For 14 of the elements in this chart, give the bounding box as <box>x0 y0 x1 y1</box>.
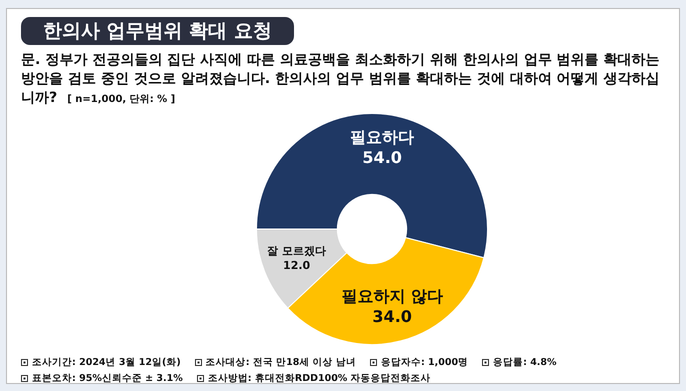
slice-label: 필요하다 <box>350 127 414 146</box>
data-label: 34.0 <box>372 307 412 326</box>
text: 응답자수: 1,000명 <box>380 356 468 370</box>
slice-label: 필요하지 않다 <box>341 286 443 306</box>
text: [ n=1,000, 단위: % ] <box>67 94 176 105</box>
slice-label: 잘 모르겠다 <box>267 244 326 258</box>
data-label: 54.0 <box>362 148 402 168</box>
data-label: 12.0 <box>283 258 311 272</box>
chart-title: 한의사 업무범위 확대 요청 <box>21 17 294 45</box>
text: 조사대상: 전국 만18세 이상 남녀 <box>204 356 356 370</box>
text: 표본오차: 95%신뢰수준 ± 3.1% <box>31 372 183 386</box>
text: 조사기간: 2024년 3월 12일(화) <box>31 356 181 370</box>
text: 조사방법: 휴대전화RDD100% 자동응답전화조사 <box>206 372 431 386</box>
text: 응답률: 4.8% <box>492 356 557 370</box>
